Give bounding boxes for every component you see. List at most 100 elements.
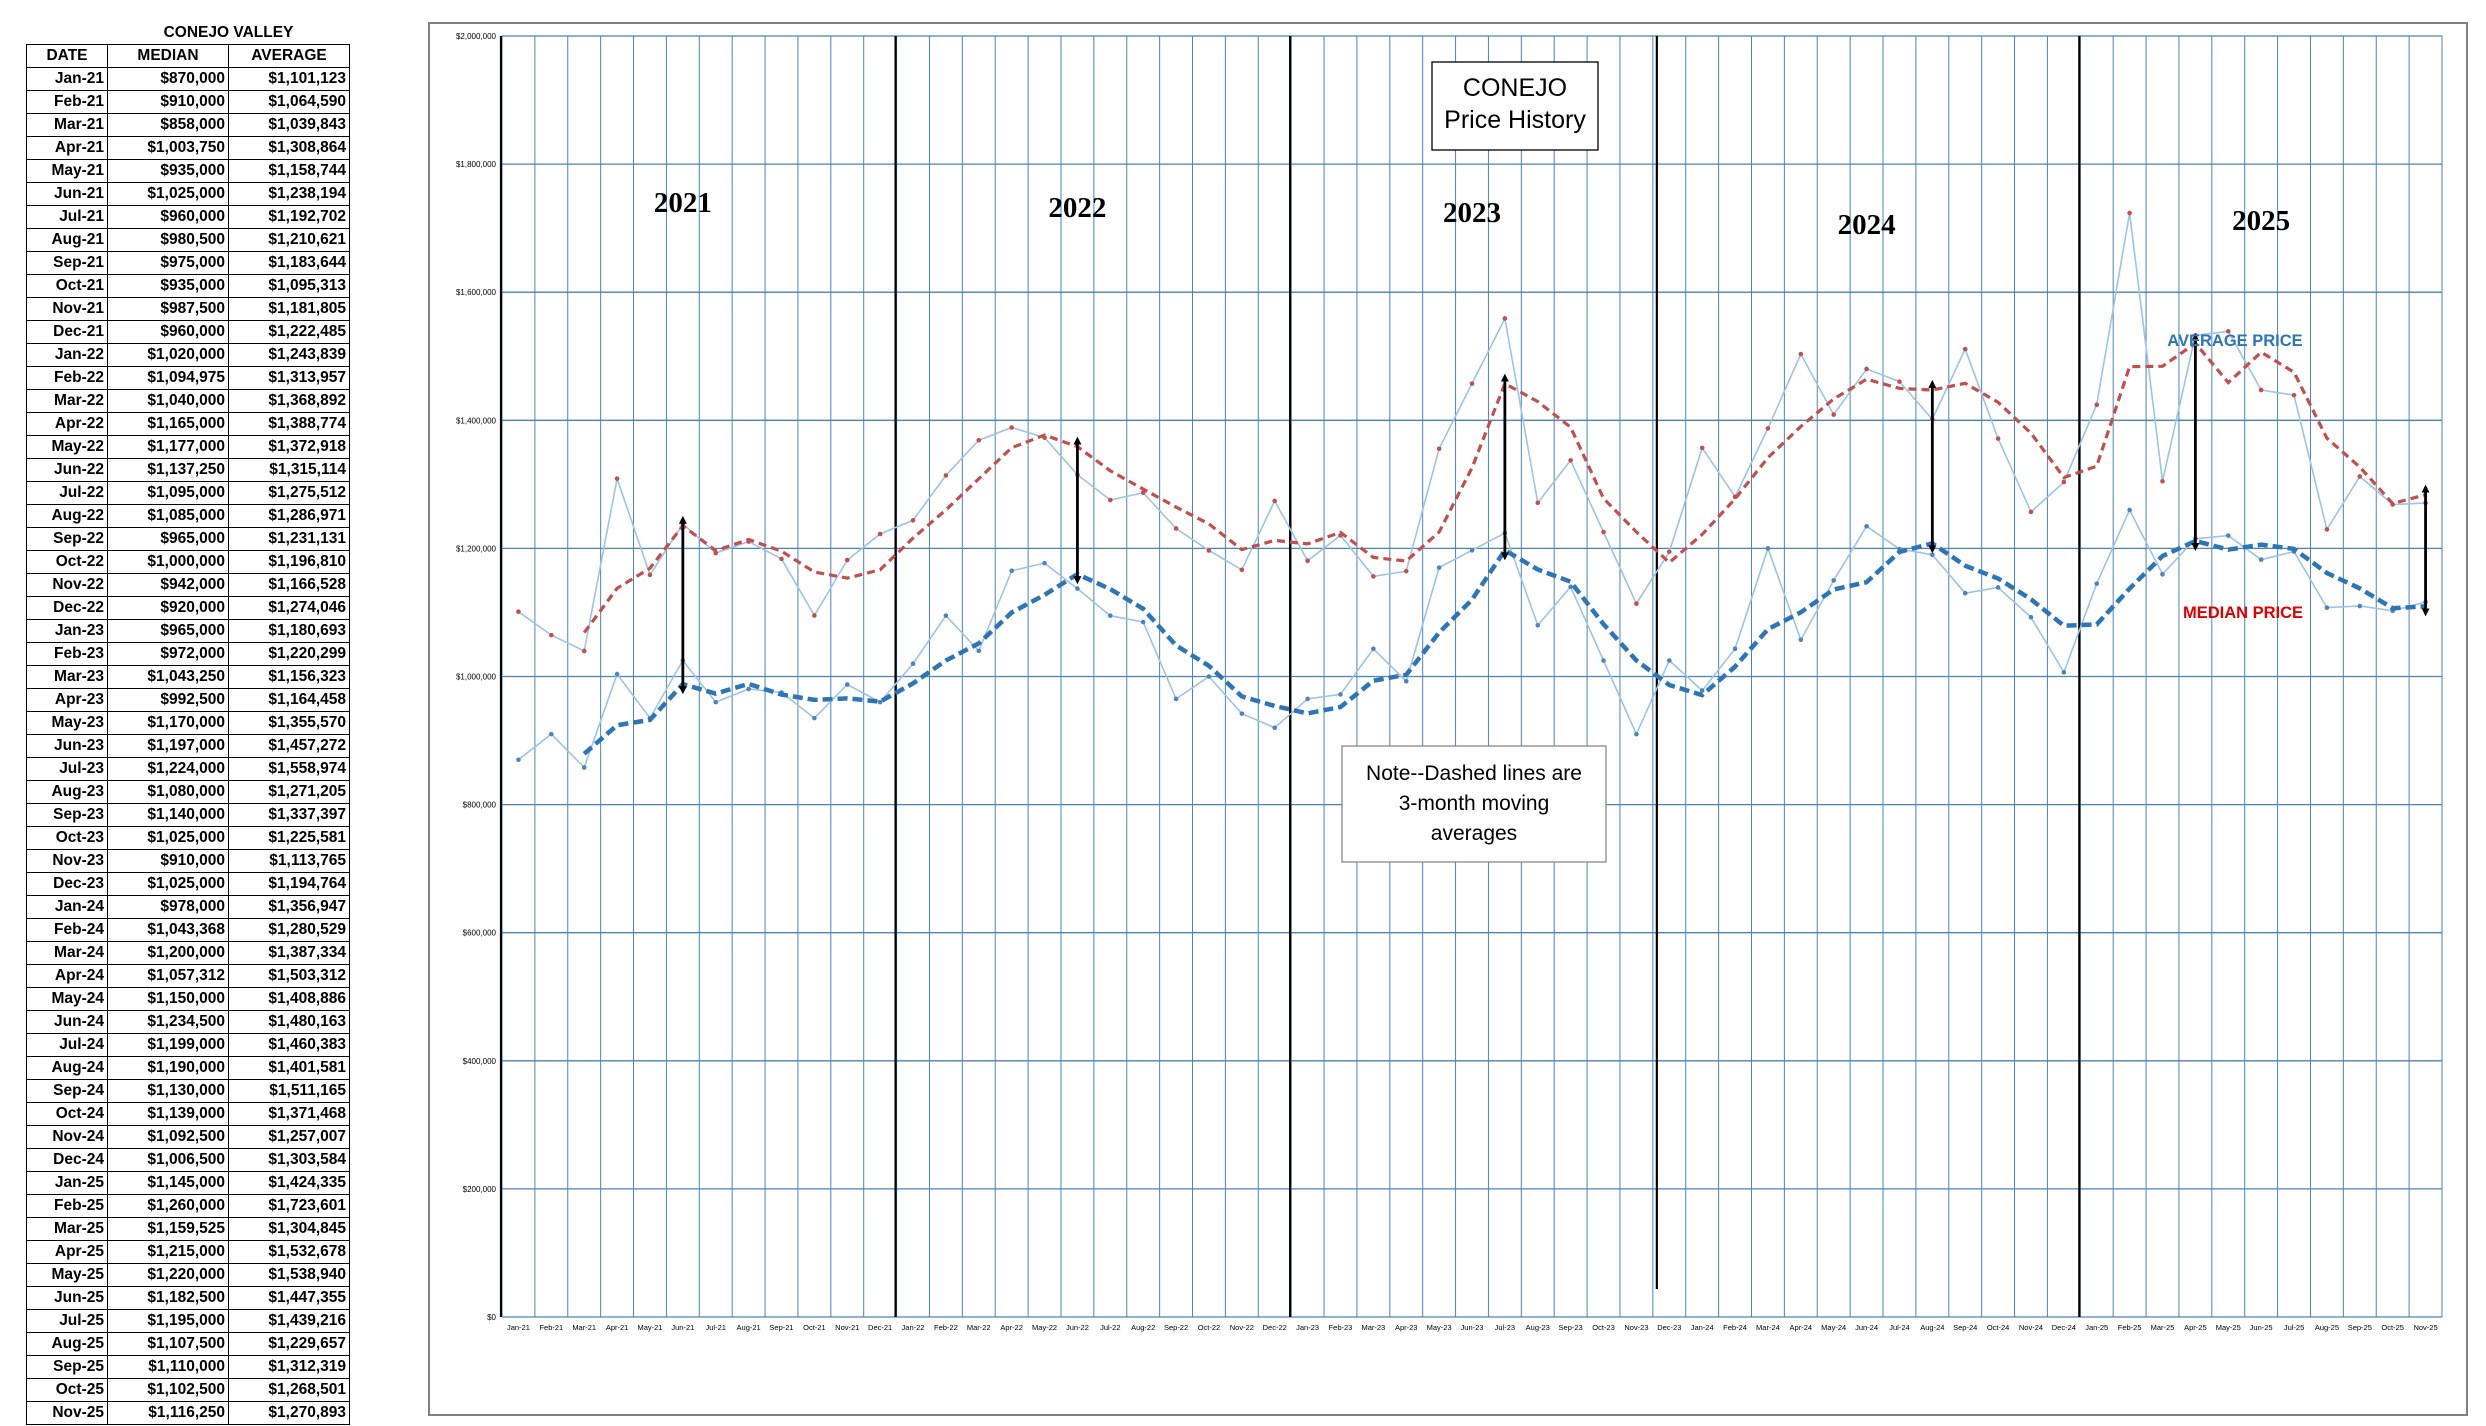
- x-tick-label: Nov-21: [835, 1323, 859, 1332]
- table-row: Apr-21 $1,003,750 $1,308,864: [26, 136, 350, 160]
- table-row: Aug-21 $980,500 $1,210,621: [26, 228, 350, 252]
- table-row: Aug-22 $1,085,000 $1,286,971: [26, 504, 350, 528]
- x-tick-label: Oct-22: [1198, 1323, 1221, 1332]
- table-row: Nov-21 $987,500 $1,181,805: [26, 297, 350, 321]
- row-date: Apr-22: [26, 412, 108, 436]
- row-date: Apr-23: [26, 688, 108, 712]
- table-row: Jul-21 $960,000 $1,192,702: [26, 205, 350, 229]
- row-date: Jul-24: [26, 1033, 108, 1057]
- table-row: Apr-24 $1,057,312 $1,503,312: [26, 964, 350, 988]
- row-average: $1,387,334: [228, 941, 350, 965]
- row-median: $1,003,750: [107, 136, 229, 160]
- row-average: $1,113,765: [228, 849, 350, 873]
- x-tick-label: Jul-22: [1100, 1323, 1120, 1332]
- x-tick-label: Aug-21: [737, 1323, 761, 1332]
- table-row: Dec-22 $920,000 $1,274,046: [26, 596, 350, 620]
- row-median: $1,260,000: [107, 1194, 229, 1218]
- row-date: Mar-22: [26, 389, 108, 413]
- row-average: $1,180,693: [228, 619, 350, 643]
- row-median: $1,020,000: [107, 343, 229, 367]
- row-date: Aug-21: [26, 228, 108, 252]
- data-point: [1272, 498, 1278, 504]
- row-average: $1,313,957: [228, 366, 350, 390]
- row-median: $1,170,000: [107, 711, 229, 735]
- row-average: $1,312,319: [228, 1355, 350, 1379]
- row-average: $1,337,397: [228, 803, 350, 827]
- row-date: Feb-23: [26, 642, 108, 666]
- row-median: $1,195,000: [107, 1309, 229, 1333]
- table-row: Jun-21 $1,025,000 $1,238,194: [26, 182, 350, 206]
- chart-frame: $0 $200,000 $400,000 $600,000 $800,000 $1,000…: [428, 22, 2468, 1416]
- table-row: May-25 $1,220,000 $1,538,940: [26, 1263, 350, 1287]
- x-tick-label: Apr-21: [606, 1323, 629, 1332]
- row-median: $1,040,000: [107, 389, 229, 413]
- row-average: $1,270,893: [228, 1401, 350, 1425]
- row-average: $1,457,272: [228, 734, 350, 758]
- table-row: Jun-24 $1,234,500 $1,480,163: [26, 1010, 350, 1034]
- x-tick-label: Feb-23: [1329, 1323, 1353, 1332]
- data-point: [1930, 552, 1935, 558]
- row-average: $1,303,584: [228, 1148, 350, 1172]
- x-tick-label: Feb-22: [934, 1323, 958, 1332]
- row-average: $1,183,644: [228, 251, 350, 275]
- x-tick-label: Jul-25: [2284, 1323, 2304, 1332]
- data-point: [1305, 696, 1310, 702]
- data-point: [1864, 524, 1869, 529]
- median-price-label: MEDIAN PRICE: [2183, 604, 2303, 622]
- x-tick-label: May-22: [1032, 1323, 1057, 1332]
- series-moving-average-line: [582, 341, 2427, 634]
- row-median: $910,000: [107, 849, 229, 873]
- x-tick-label: Mar-21: [572, 1323, 596, 1332]
- table-row: Sep-25 $1,110,000 $1,312,319: [26, 1355, 350, 1379]
- row-date: Feb-21: [26, 90, 108, 114]
- x-tick-label: Dec-22: [1263, 1323, 1287, 1332]
- data-point: [2061, 479, 2067, 485]
- x-tick-label: Oct-21: [803, 1323, 826, 1332]
- data-point: [2357, 474, 2363, 479]
- data-point: [1765, 426, 1771, 431]
- row-date: Nov-21: [26, 297, 108, 321]
- row-median: $1,200,000: [107, 941, 229, 965]
- table-row: Jan-24 $978,000 $1,356,947: [26, 895, 350, 919]
- row-date: Aug-25: [26, 1332, 108, 1356]
- data-point: [516, 609, 521, 615]
- table-row: Jan-21 $870,000 $1,101,123: [26, 67, 350, 91]
- data-point: [1798, 637, 1804, 643]
- y-tick-label: $1,000,000: [456, 673, 497, 682]
- row-median: $1,025,000: [107, 826, 229, 850]
- table-row: Feb-21 $910,000 $1,064,590: [26, 90, 350, 114]
- data-point: [2258, 557, 2264, 562]
- x-tick-label: Oct-24: [1987, 1323, 2010, 1332]
- y-tick-label: $1,800,000: [456, 160, 497, 169]
- data-point: [581, 648, 587, 654]
- row-date: Oct-23: [26, 826, 108, 850]
- x-tick-label: Mar-23: [1361, 1323, 1385, 1332]
- row-date: Jan-25: [26, 1171, 108, 1195]
- row-average: $1,039,843: [228, 113, 350, 137]
- row-average: $1,401,581: [228, 1056, 350, 1080]
- row-date: Jul-21: [26, 205, 108, 229]
- row-date: Sep-22: [26, 527, 108, 551]
- x-tick-label: Dec-21: [868, 1323, 892, 1332]
- x-tick-label: Jan-23: [1296, 1323, 1319, 1332]
- x-tick-label: Oct-25: [2381, 1323, 2404, 1332]
- data-point: [2324, 605, 2330, 610]
- x-tick-label: Jul-23: [1495, 1323, 1515, 1332]
- row-date: Dec-22: [26, 596, 108, 620]
- price-history-chart: $0 $200,000 $400,000 $600,000 $800,000 $1,000…: [456, 32, 2443, 1332]
- row-average: $1,356,947: [228, 895, 350, 919]
- row-average: $1,355,570: [228, 711, 350, 735]
- row-median: $965,000: [107, 619, 229, 643]
- data-point: [1173, 696, 1179, 702]
- table-header-row: DATE MEDIAN AVERAGE: [26, 44, 350, 68]
- row-median: $1,107,500: [107, 1332, 229, 1356]
- table-row: Feb-22 $1,094,975 $1,313,957: [26, 366, 350, 390]
- row-average: $1,558,974: [228, 757, 350, 781]
- row-date: Mar-23: [26, 665, 108, 689]
- table-row: Jun-23 $1,197,000 $1,457,272: [26, 734, 350, 758]
- row-date: Mar-21: [26, 113, 108, 137]
- data-point: [1075, 586, 1080, 591]
- table-row: Jul-23 $1,224,000 $1,558,974: [26, 757, 350, 781]
- table-row: Mar-24 $1,200,000 $1,387,334: [26, 941, 350, 965]
- data-point: [1535, 622, 1541, 628]
